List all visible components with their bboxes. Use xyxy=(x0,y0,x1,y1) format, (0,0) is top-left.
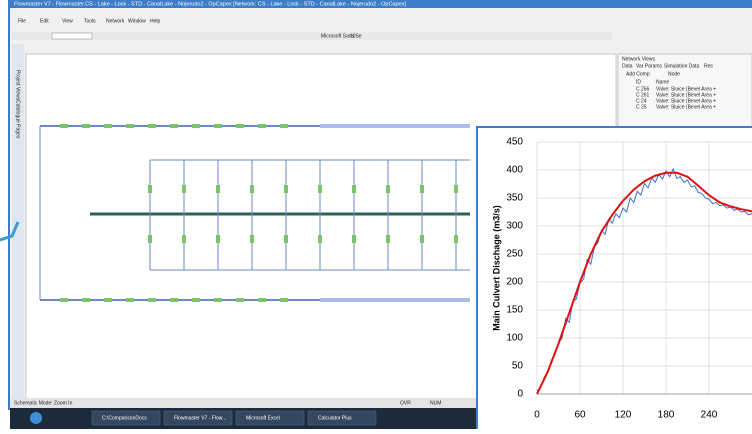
component xyxy=(216,235,220,243)
x-tick-label: 60 xyxy=(574,410,586,421)
component xyxy=(148,298,156,302)
screen: Flowmaster V7 - Flowmaster.CS - Lake - L… xyxy=(0,0,752,429)
side-tab[interactable]: Project Views xyxy=(15,70,21,101)
component xyxy=(170,298,178,302)
component xyxy=(148,185,152,193)
y-tick-label: 350 xyxy=(506,193,523,204)
row-id: C 25 xyxy=(636,104,647,110)
menu-item[interactable]: Tools xyxy=(84,18,96,24)
x-tick-label: 0 xyxy=(534,410,540,421)
component xyxy=(284,185,288,193)
component xyxy=(126,298,134,302)
component xyxy=(192,124,200,128)
component xyxy=(148,235,152,243)
panel-tab[interactable]: Res xyxy=(704,63,713,69)
y-tick-label: 0 xyxy=(517,389,523,400)
component xyxy=(454,235,458,243)
component xyxy=(236,298,244,302)
y-tick-label: 400 xyxy=(506,165,523,176)
status-text: OVR xyxy=(400,400,411,406)
menu-item[interactable]: File xyxy=(18,18,26,24)
toolbar xyxy=(12,32,612,40)
font-size: 10 xyxy=(350,33,356,39)
component xyxy=(420,185,424,193)
col-header: ID xyxy=(636,79,641,85)
component xyxy=(182,235,186,243)
col-header: Name xyxy=(656,79,670,85)
component xyxy=(104,298,112,302)
panel-tab[interactable]: Var Params xyxy=(636,63,663,69)
y-tick-label: 450 xyxy=(506,137,523,148)
page: { "window": { "title": "Flowmaster V7 - … xyxy=(0,0,752,429)
component xyxy=(82,298,90,302)
component xyxy=(148,124,156,128)
component xyxy=(318,185,322,193)
component xyxy=(192,298,200,302)
menu-item[interactable]: View xyxy=(62,18,73,24)
font-box[interactable] xyxy=(52,33,92,39)
component xyxy=(250,185,254,193)
component xyxy=(258,124,266,128)
component xyxy=(454,185,458,193)
component xyxy=(318,235,322,243)
panel-title: Network Views xyxy=(622,56,655,62)
panel-tab[interactable]: Simulation Data xyxy=(664,63,700,69)
component xyxy=(386,185,390,193)
menu-item[interactable]: Help xyxy=(150,18,161,24)
side-tab[interactable]: Catalogue Pages xyxy=(15,100,21,139)
task-label: C:\ComparisonDocs xyxy=(102,415,147,421)
y-tick-label: 200 xyxy=(506,277,523,288)
menu-item[interactable]: Edit xyxy=(40,18,49,24)
task-label: Microsoft Excel xyxy=(246,415,280,421)
menu-item[interactable]: Window xyxy=(128,18,146,24)
component xyxy=(170,124,178,128)
y-axis-label: Main Culvert Dischage (m3/s) xyxy=(491,205,501,331)
task-label: Calculator Plus xyxy=(318,415,352,421)
panel-tab[interactable]: Data xyxy=(622,63,633,69)
component xyxy=(284,235,288,243)
component xyxy=(214,124,222,128)
start-button[interactable] xyxy=(30,412,42,424)
component xyxy=(126,124,134,128)
component xyxy=(280,298,288,302)
y-tick-label: 100 xyxy=(506,333,523,344)
component xyxy=(216,185,220,193)
font-name: Microsoft Sans Se xyxy=(321,33,362,39)
component xyxy=(386,235,390,243)
task-label: Flowmaster V7 - Flow... xyxy=(174,415,226,421)
x-tick-label: 120 xyxy=(615,410,632,421)
menu-item[interactable]: Network xyxy=(106,18,125,24)
component xyxy=(214,298,222,302)
row-name: Valve: Sluice (Bevel Area + xyxy=(656,104,716,110)
component xyxy=(60,298,68,302)
x-tick-label: 180 xyxy=(658,410,675,421)
component xyxy=(258,298,266,302)
y-tick-label: 50 xyxy=(512,361,524,372)
y-tick-label: 150 xyxy=(506,305,523,316)
status-text: NUM xyxy=(430,400,441,406)
component xyxy=(236,124,244,128)
add-comp[interactable]: Add Comp xyxy=(626,71,650,77)
component xyxy=(182,185,186,193)
x-tick-label: 240 xyxy=(701,410,718,421)
y-tick-label: 300 xyxy=(506,221,523,232)
component xyxy=(352,235,356,243)
status-text: Schematic Mode: Zoom In xyxy=(14,400,73,406)
y-tick-label: 250 xyxy=(506,249,523,260)
window-title: Flowmaster V7 - Flowmaster.CS - Lake - L… xyxy=(14,1,406,7)
component xyxy=(420,235,424,243)
component xyxy=(60,124,68,128)
component xyxy=(82,124,90,128)
component xyxy=(250,235,254,243)
node-select[interactable]: Node xyxy=(668,71,680,77)
component xyxy=(280,124,288,128)
component xyxy=(104,124,112,128)
component xyxy=(352,185,356,193)
